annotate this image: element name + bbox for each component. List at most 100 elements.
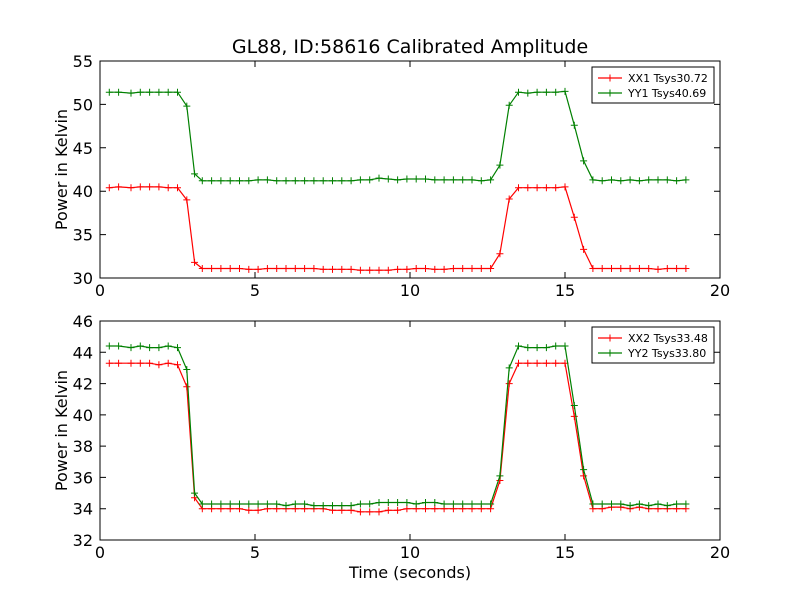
data-point [542, 184, 550, 192]
data-point [589, 500, 597, 508]
data-point [487, 176, 495, 184]
data-point [155, 88, 163, 96]
y-axis-label: Power in Kelvin [52, 370, 71, 491]
data-point [468, 500, 476, 508]
data-point [663, 502, 671, 510]
data-point [477, 177, 485, 185]
data-point [273, 500, 281, 508]
data-point [226, 264, 234, 272]
data-point [626, 502, 634, 510]
data-point [459, 500, 467, 508]
data-point [245, 506, 253, 514]
data-point [254, 265, 262, 273]
data-point [412, 500, 420, 508]
data-point [459, 176, 467, 184]
legend-marker [606, 89, 614, 97]
y-tick-label: 38 [73, 437, 93, 456]
data-point [183, 196, 191, 204]
data-point [542, 344, 550, 352]
data-point [155, 183, 163, 191]
data-point [440, 500, 448, 508]
y-axis-label: Power in Kelvin [52, 109, 71, 230]
data-point [515, 88, 522, 96]
data-point [617, 500, 625, 508]
data-point [654, 176, 662, 184]
data-point [533, 359, 541, 367]
data-point [174, 344, 181, 352]
data-point [654, 265, 662, 273]
data-point [174, 88, 181, 96]
legend: XX1 Tsys30.72 YY1 Tsys40.69 [591, 66, 715, 104]
y-tick-label: 50 [73, 95, 93, 114]
data-point [174, 184, 181, 192]
data-point [375, 174, 383, 182]
data-point [356, 508, 364, 516]
legend: XX2 Tsys33.48 YY2 Tsys33.80 [591, 326, 715, 364]
x-tick-label: 0 [95, 281, 105, 300]
data-point [422, 175, 429, 183]
data-point [282, 502, 290, 510]
data-point [366, 266, 374, 274]
data-point [477, 264, 485, 272]
data-point [449, 264, 457, 272]
data-point [645, 176, 653, 184]
data-point [291, 177, 299, 185]
data-point [136, 342, 144, 350]
data-point [394, 498, 402, 506]
data-point [589, 176, 597, 184]
data-point [127, 344, 135, 352]
data-point [561, 342, 569, 350]
data-point [384, 506, 392, 514]
data-point [580, 472, 588, 480]
y-tick-label: 36 [73, 468, 93, 487]
data-point [105, 88, 113, 96]
data-point [136, 183, 144, 191]
data-point [580, 466, 588, 474]
data-point [552, 359, 560, 367]
data-point [496, 161, 504, 169]
data-point [115, 88, 123, 96]
data-point [459, 264, 467, 272]
legend-marker [606, 74, 614, 82]
data-point [347, 177, 355, 185]
data-point [217, 264, 225, 272]
data-point [422, 498, 429, 506]
y-tick-label: 42 [73, 375, 93, 394]
legend-marker [606, 334, 614, 342]
data-point [635, 500, 643, 508]
data-point [347, 265, 355, 273]
data-point [263, 176, 271, 184]
data-point [115, 342, 123, 350]
data-point [217, 177, 225, 185]
data-point [570, 412, 578, 420]
data-point [524, 344, 532, 352]
x-tick-label: 5 [250, 281, 260, 300]
data-point [487, 500, 495, 508]
data-point [164, 342, 172, 350]
data-point [301, 177, 309, 185]
data-point [208, 500, 216, 508]
y-tick-label: 32 [73, 531, 93, 550]
data-point [310, 502, 318, 510]
x-tick-label: 10 [400, 281, 420, 300]
data-point [635, 264, 643, 272]
data-point [663, 264, 671, 272]
data-point [477, 500, 485, 508]
data-point [356, 266, 364, 274]
data-point [198, 177, 206, 185]
data-point [146, 344, 154, 352]
y-tick-label: 45 [73, 139, 93, 158]
data-point [598, 500, 606, 508]
y-tick-label: 34 [73, 500, 93, 519]
data-point [136, 359, 144, 367]
data-point [626, 264, 634, 272]
data-point [310, 264, 318, 272]
data-point [254, 500, 262, 508]
x-tick-label: 15 [555, 281, 575, 300]
data-point [403, 175, 411, 183]
chart-2: 0 5 10 15 20 32 34 36 38 40 42 44 46 Power in Kelvin T… [52, 312, 730, 582]
x-tick-label: 5 [250, 543, 260, 562]
data-point [552, 184, 560, 192]
data-point [263, 264, 271, 272]
data-point [291, 500, 299, 508]
